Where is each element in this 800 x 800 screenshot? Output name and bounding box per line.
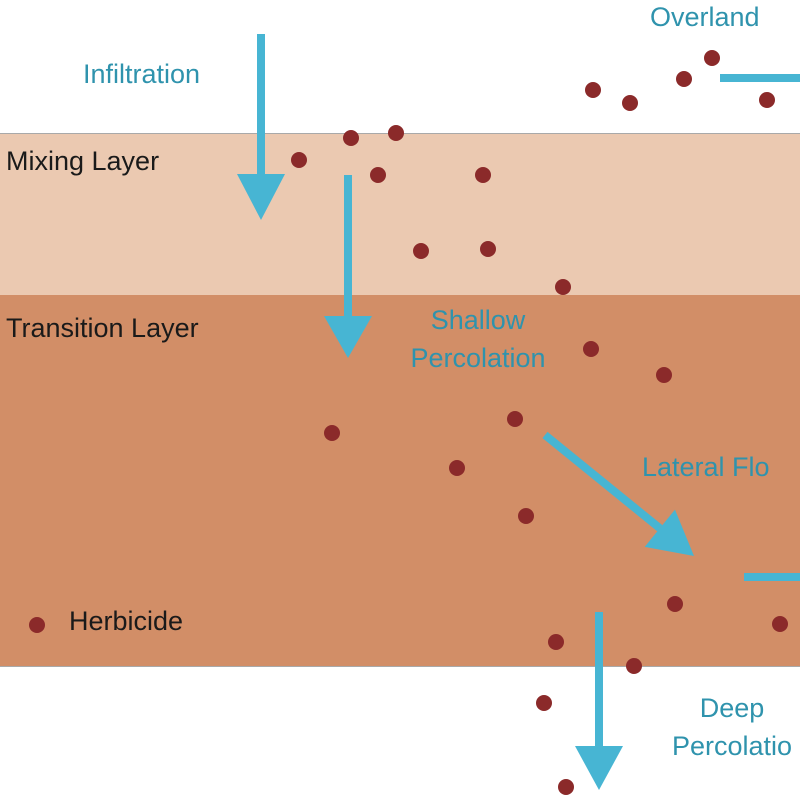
shallow-percolation-arrow xyxy=(324,175,372,358)
herbicide-particle xyxy=(413,243,429,259)
herbicide-particle xyxy=(536,695,552,711)
shallow-percolation-label: Shallow Percolation xyxy=(388,301,568,377)
herbicide-particle xyxy=(324,425,340,441)
deep-percolation-line2: Percolatio xyxy=(671,731,793,761)
herbicide-particle xyxy=(667,596,683,612)
transition-layer: Transition Layer xyxy=(0,295,800,667)
herbicide-particle xyxy=(558,779,574,795)
herbicide-particle xyxy=(656,367,672,383)
herbicide-particle xyxy=(449,460,465,476)
deep-percolation-line1: Deep xyxy=(699,693,765,723)
herbicide-particle xyxy=(388,125,404,141)
herbicide-particle xyxy=(548,634,564,650)
herbicide-particle xyxy=(343,130,359,146)
shallow-percolation-line2: Percolation xyxy=(410,343,546,373)
deep-percolation-label: Deep Percolatio xyxy=(632,689,800,765)
herbicide-particle xyxy=(583,341,599,357)
herbicide-particle xyxy=(480,241,496,257)
infiltration-arrow xyxy=(237,34,285,220)
infiltration-label: Infiltration xyxy=(83,59,201,89)
mixing-layer-label: Mixing Layer xyxy=(6,146,160,176)
legend-herbicide-label: Herbicide xyxy=(69,606,184,636)
herbicide-particle xyxy=(676,71,692,87)
overland-label: Overland xyxy=(650,2,760,32)
legend-herbicide-marker xyxy=(29,617,45,633)
mixing-layer: Mixing Layer xyxy=(0,133,800,295)
herbicide-particle xyxy=(759,92,775,108)
lateral-flow-label: Lateral Flo xyxy=(642,452,770,482)
herbicide-particle xyxy=(370,167,386,183)
herbicide-particle xyxy=(507,411,523,427)
herbicide-particle xyxy=(626,658,642,674)
herbicide-particle xyxy=(622,95,638,111)
herbicide-particle xyxy=(585,82,601,98)
shallow-percolation-line1: Shallow xyxy=(430,305,526,335)
herbicide-particle xyxy=(555,279,571,295)
herbicide-particle xyxy=(704,50,720,66)
herbicide-particle xyxy=(475,167,491,183)
herbicide-particle xyxy=(772,616,788,632)
deep-percolation-arrow xyxy=(575,612,623,790)
herbicide-particle xyxy=(291,152,307,168)
transition-layer-label: Transition Layer xyxy=(6,313,199,343)
lateral-flow-arrow xyxy=(542,431,694,556)
herbicide-particle xyxy=(518,508,534,524)
